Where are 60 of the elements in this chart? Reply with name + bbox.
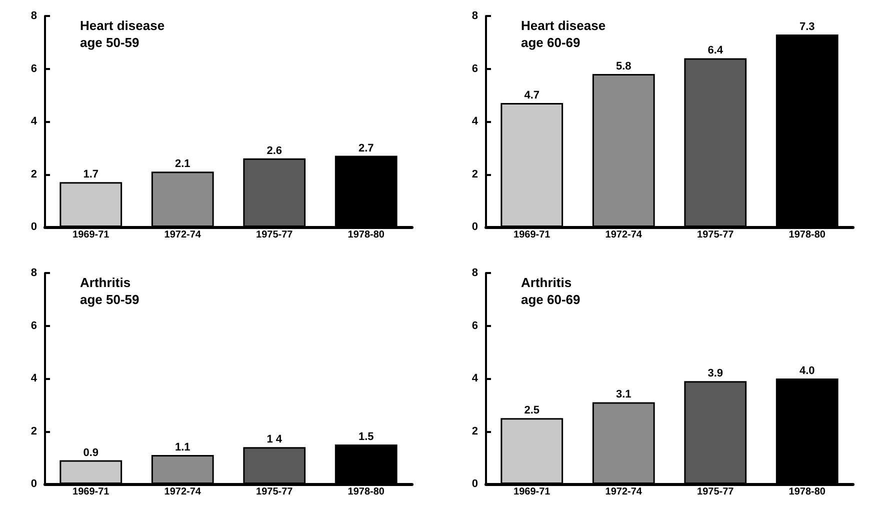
- text: age 60-69: [521, 292, 580, 307]
- data-label: 1.7: [83, 168, 99, 181]
- y-tick-label: 2: [30, 425, 37, 438]
- y-tick-label: 2: [30, 168, 37, 180]
- x-tick-label: 1969-71: [72, 230, 110, 240]
- x-tick-label: 1975-77: [256, 486, 294, 498]
- x-tick-label: 1972-74: [164, 230, 202, 240]
- text: age 50-59: [80, 292, 140, 307]
- y-tick-label: 0: [30, 478, 37, 490]
- x-tick-label: 1972-74: [605, 230, 642, 240]
- text: age 60-69: [521, 35, 580, 50]
- x-tick-label: 1969-71: [72, 486, 110, 498]
- data-label: 2.7: [358, 142, 374, 154]
- chart-title: Heart disease: [521, 18, 606, 33]
- x-tick-label: 1972-74: [605, 486, 642, 498]
- data-label: 7.3: [799, 20, 815, 33]
- data-label: 3.1: [616, 388, 632, 401]
- data-label: 1.5: [358, 430, 374, 443]
- x-tick-label: 1969-71: [514, 486, 551, 498]
- data-label: 4.7: [524, 90, 540, 102]
- chart-title: Arthritis: [521, 275, 572, 290]
- y-tick-label: 6: [30, 62, 37, 75]
- data-label: 6.4: [708, 44, 724, 57]
- data-label: 4.0: [799, 365, 815, 377]
- y-tick-label: 8: [472, 10, 478, 22]
- y-tick-label: 6: [472, 62, 478, 75]
- data-label: 0.9: [83, 446, 99, 459]
- x-tick-label: 1975-77: [697, 230, 734, 240]
- y-tick-label: 4: [472, 116, 479, 128]
- y-tick-label: 0: [30, 221, 37, 233]
- x-tick-label: 1978-80: [788, 230, 826, 240]
- y-tick-label: 4: [472, 372, 479, 384]
- y-tick-label: 4: [30, 372, 38, 384]
- x-tick-label: 1978-80: [348, 486, 385, 498]
- y-tick-label: 8: [30, 267, 37, 279]
- data-label: 3.9: [708, 368, 724, 380]
- text: age 50-59: [80, 35, 140, 50]
- chart-title: Heart disease: [80, 18, 165, 33]
- y-tick-label: 2: [472, 168, 478, 180]
- y-tick-label: 8: [30, 10, 37, 22]
- y-tick-label: 6: [30, 320, 37, 332]
- data-label: 2.5: [524, 404, 540, 417]
- y-tick-label: 6: [472, 320, 478, 332]
- x-tick-label: 1975-77: [697, 486, 734, 498]
- x-tick-label: 1975-77: [256, 230, 294, 240]
- data-label: 5.8: [616, 60, 632, 73]
- data-label: 2.1: [174, 158, 190, 170]
- x-tick-label: 1978-80: [348, 230, 385, 240]
- chart-title: Arthritis: [80, 275, 131, 290]
- y-tick-label: 4: [30, 116, 38, 128]
- y-tick-label: 0: [472, 478, 478, 490]
- y-tick-label: 8: [472, 267, 478, 279]
- x-tick-label: 1978-80: [788, 486, 826, 498]
- data-label: 1 4: [266, 434, 283, 446]
- x-tick-label: 1972-74: [164, 486, 202, 498]
- data-label: 1.1: [174, 441, 190, 454]
- x-tick-label: 1969-71: [514, 230, 551, 240]
- y-tick-label: 2: [472, 425, 478, 438]
- y-tick-label: 0: [472, 221, 478, 233]
- data-label: 2.6: [266, 144, 282, 157]
